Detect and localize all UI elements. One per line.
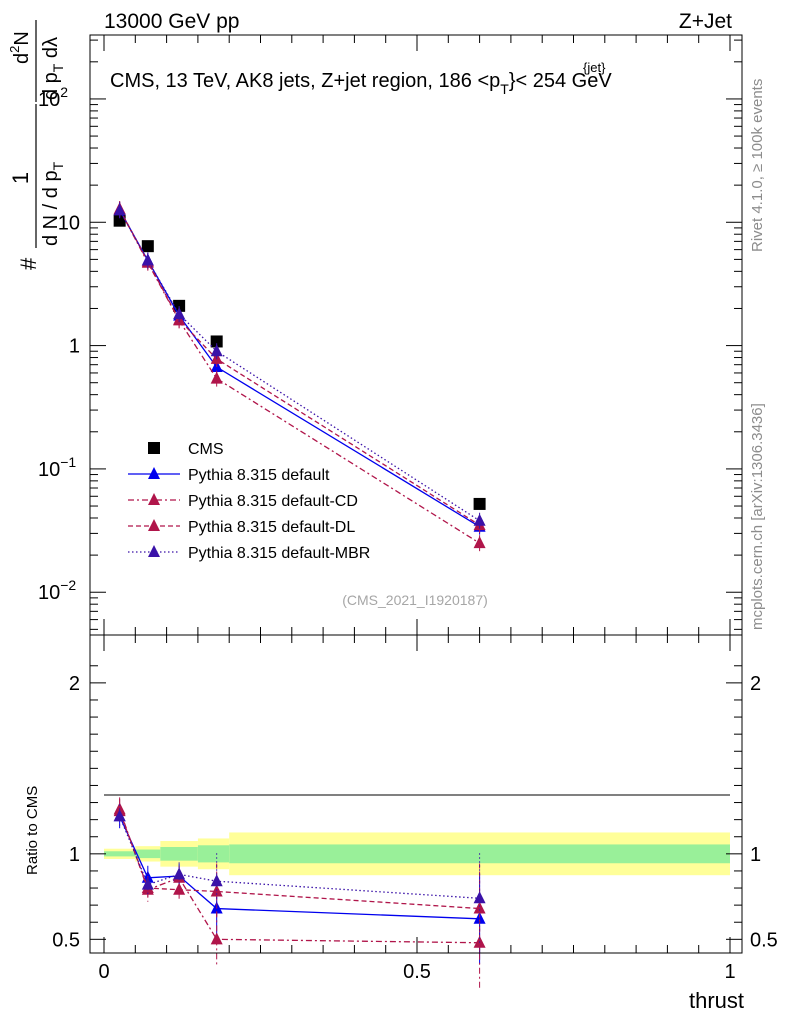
- legend-label: Pythia 8.315 default-CD: [188, 493, 358, 510]
- main-series-4: [113, 202, 486, 529]
- ratio-panel: 0 0.5 1 0.5 0.5 1 1 2 2 Ratio to CMS thrust: [24, 634, 778, 1013]
- ratio-xtick-label: 1: [724, 961, 735, 983]
- ratio-line-3: [119, 815, 480, 899]
- main-series-group: [113, 201, 486, 552]
- ratio-ylabel: Ratio to CMS: [24, 786, 41, 875]
- header-left: 13000 GeV pp: [104, 10, 239, 33]
- main-point: [173, 307, 186, 320]
- ylabel-num1: 1: [8, 172, 33, 184]
- ratio-xtick-label: 0: [98, 961, 109, 983]
- legend-label: Pythia 8.315 default-MBR: [188, 545, 370, 562]
- ratio-series-1: [113, 797, 486, 988]
- ratio-ytick-label-right: 1: [750, 844, 761, 866]
- legend-label: Pythia 8.315 default: [188, 467, 330, 484]
- title-end: }< 254 GeV: [509, 70, 613, 92]
- main-line-2: [119, 209, 480, 544]
- main-point: [210, 344, 223, 357]
- ratio-series-group: [113, 797, 486, 988]
- ylabel-num2-sup: 2: [7, 46, 22, 53]
- ratio-frame: [89, 634, 743, 954]
- ratio-point: [210, 932, 223, 945]
- main-ytick-label: 1: [69, 336, 80, 358]
- ylabel-den1: d N / d pT: [40, 161, 66, 246]
- ratio-ytick-label: 2: [69, 673, 80, 695]
- main-axis-ticks: 10−2 10−1 1 10 102: [38, 35, 742, 635]
- ratio-ytick-label-right: 0.5: [750, 929, 778, 951]
- ratio-point: [473, 891, 486, 904]
- main-line-3: [119, 208, 480, 526]
- title-text: CMS, 13 TeV, AK8 jets, Z+jet region, 186…: [110, 70, 500, 92]
- ylabel-hash1: #: [16, 257, 41, 270]
- cms-point: [113, 214, 126, 227]
- legend-marker: [148, 467, 160, 479]
- ratio-ytick-label-right: 2: [750, 673, 761, 695]
- main-ytick-label: 102: [38, 84, 68, 111]
- ratio-point: [173, 882, 186, 895]
- legend: CMS Pythia 8.315 default Pythia 8.315 defa…: [128, 441, 370, 562]
- title-sub: T: [500, 81, 509, 97]
- legend-label: CMS: [188, 441, 224, 458]
- ylabel-num2-d: d: [11, 53, 33, 64]
- main-line-4: [119, 209, 480, 522]
- ylabel-den2-sub: T: [50, 63, 66, 72]
- main-ytick-label: 10−1: [38, 454, 76, 481]
- legend-label: Pythia 8.315 default-DL: [188, 519, 355, 536]
- rivet-label: Rivet 4.1.0, ≥ 100k events: [749, 79, 766, 252]
- main-ylabel: # 1 d N / d pT # d2N # d pT dλ: [7, 20, 66, 270]
- ratio-xtick-label: 0.5: [403, 961, 431, 983]
- ylabel-den2-end: dλ: [40, 37, 62, 64]
- legend-marker: [148, 519, 160, 531]
- main-point: [113, 203, 126, 216]
- x-axis-label: thrust: [689, 988, 744, 1013]
- main-ytick-label: 10−2: [38, 577, 76, 604]
- ylabel-den1-sub: T: [50, 161, 66, 170]
- main-point: [473, 536, 486, 549]
- analysis-watermark: (CMS_2021_I1920187): [342, 592, 488, 608]
- ratio-point: [210, 874, 223, 887]
- ratio-band-green: [197, 845, 230, 863]
- main-point: [473, 513, 486, 526]
- ratio-series-3: [113, 804, 486, 944]
- ratio-point: [141, 877, 154, 890]
- header-right: Z+Jet: [679, 10, 732, 33]
- ylabel-den1-text: d N / d p: [40, 170, 62, 246]
- ratio-band-green: [160, 847, 198, 861]
- main-point: [210, 371, 223, 384]
- ylabel-num2: d2N: [7, 31, 33, 64]
- ratio-line-1: [119, 809, 480, 944]
- cms-point: [210, 335, 223, 348]
- cms-point: [473, 497, 486, 510]
- main-point: [141, 253, 154, 266]
- main-panel: 10−2 10−1 1 10 102 CMS, 13 TeV, AK8 jets, Z+…: [7, 20, 743, 636]
- legend-marker-cms: [148, 442, 160, 454]
- main-title: CMS, 13 TeV, AK8 jets, Z+jet region, 186…: [110, 70, 612, 97]
- ratio-point: [173, 867, 186, 880]
- ratio-uncertainty-bands: [104, 832, 730, 876]
- ratio-ytick-label: 1: [69, 844, 80, 866]
- ylabel-num2-n: N: [11, 31, 33, 45]
- ratio-ytick-label: 0.5: [52, 929, 80, 951]
- cms-point: [173, 299, 186, 312]
- main-series-0: [113, 214, 486, 510]
- ylabel-den2: d pT dλ: [40, 37, 66, 100]
- ratio-point: [113, 809, 126, 822]
- legend-marker: [148, 493, 160, 505]
- title-sup: {jet}: [583, 60, 606, 75]
- ratio-axis-ticks: 0 0.5 1 0.5 0.5 1 1 2 2: [52, 635, 778, 983]
- cms-point: [141, 240, 154, 253]
- legend-marker: [148, 545, 160, 557]
- main-ytick-label: 10: [58, 212, 80, 234]
- mcplots-label: mcplots.cern.ch [arXiv:1306.3436]: [749, 403, 766, 630]
- main-series-1: [113, 201, 486, 535]
- ylabel-den2-text: d p: [40, 72, 62, 100]
- ratio-band-green: [104, 851, 136, 857]
- ratio-band-green: [135, 849, 161, 859]
- ratio-point: [473, 901, 486, 914]
- ratio-series-0: [113, 804, 486, 964]
